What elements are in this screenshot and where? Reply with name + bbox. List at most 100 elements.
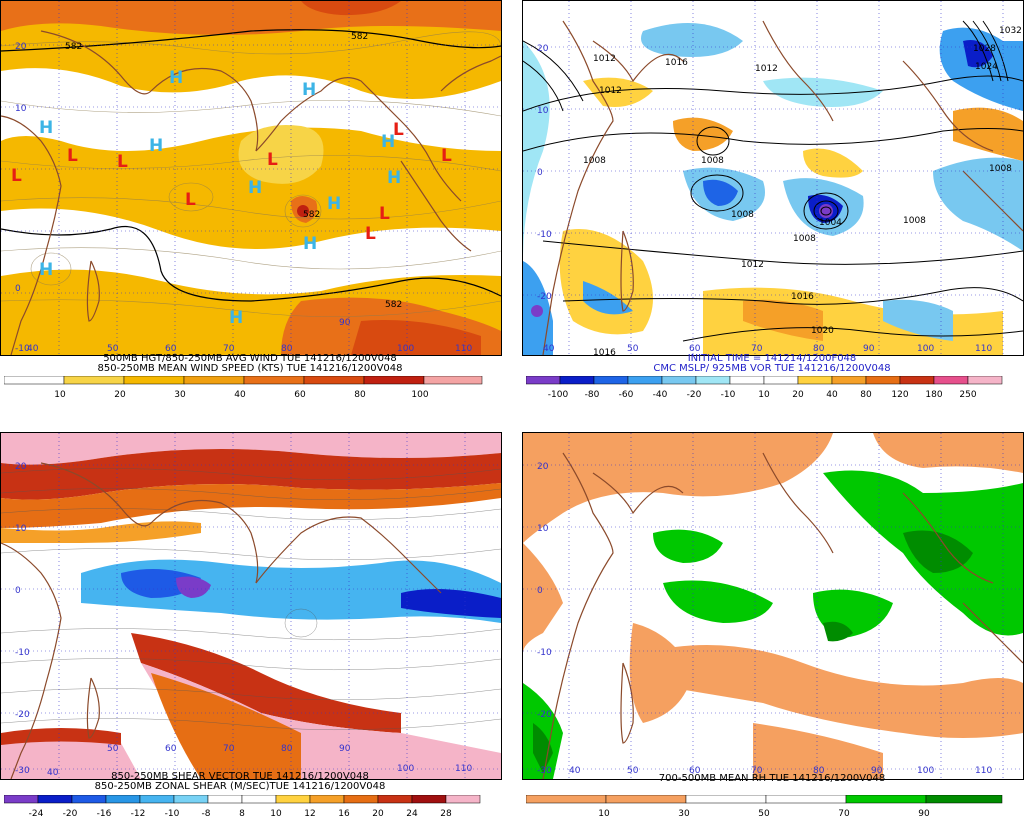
rh-coastlines: [542, 452, 1023, 779]
shear-fills: [1, 433, 501, 779]
low-marker: L: [441, 146, 452, 166]
shear-colorbar-label: -24: [29, 809, 44, 819]
isobar-label: 1008: [989, 164, 1012, 174]
shear-lat-label: -20: [15, 710, 30, 720]
vorticity-lat-label: 20: [537, 44, 549, 54]
wind-colorbar: 10 20 30 40 60 80 100: [4, 376, 483, 400]
wind-lon-label: 50: [107, 344, 119, 354]
rh-lon-label: 70: [751, 766, 763, 776]
vorticity-colorbar-label: -10: [721, 390, 736, 400]
shear-colorbar-label: 10: [270, 809, 282, 819]
vorticity-colorbar-label: -100: [548, 390, 569, 400]
wind-colorbar-label: 80: [354, 390, 366, 400]
rh-lat-label: -20: [537, 710, 552, 720]
wind-colorbar-swatches: [4, 376, 483, 385]
wind-calm-band-2: [1, 208, 501, 295]
vorticity-colorbar-label: -60: [619, 390, 634, 400]
wind-lon-label: 90: [339, 318, 351, 328]
rh-colorbar-swatches: [526, 795, 1003, 804]
vorticity-colorbar-label: -40: [653, 390, 668, 400]
shear-gridlines: [1, 433, 501, 779]
low-marker: L: [365, 224, 376, 244]
rh-gridlines: [523, 433, 1023, 779]
vorticity-lat-label: 10: [537, 106, 549, 116]
wind-lat-label: 20: [15, 42, 27, 52]
low-marker: L: [67, 146, 78, 166]
vorticity-isobars: [523, 20, 1023, 342]
shear-colorbar-label: -8: [202, 809, 211, 819]
isobar-label: 1008: [731, 210, 754, 220]
isobar-label: 1028: [973, 44, 996, 54]
shear-colorbar-label: -10: [165, 809, 180, 819]
vorticity-colorbar-label: -80: [585, 390, 600, 400]
isobar-label: 1016: [791, 292, 814, 302]
shear-colorbar-label: -16: [97, 809, 112, 819]
high-marker: H: [229, 308, 243, 328]
vorticity-lon-label: 60: [689, 344, 701, 354]
wind-base-fill: [1, 1, 501, 355]
vorticity-map: 20 10 0 -10 -20 1012 1016 1012 1012 1008…: [522, 0, 1024, 356]
shear-lon-label: 40: [47, 768, 59, 778]
shear-map: 20 10 0 -10 -20 -30 40 50 60 70 80 90 10…: [0, 432, 502, 780]
shear-colorbar-label: 12: [304, 809, 315, 819]
wind-colorbar-label: 40: [234, 390, 246, 400]
shear-lon-label: 80: [281, 744, 293, 754]
vorticity-isobar-labels: 1012 1016 1012 1012 1008 1008 1008 1008 …: [583, 26, 1022, 355]
vorticity-colorbar-label: 80: [860, 390, 872, 400]
rh-lat-label: 0: [537, 586, 543, 596]
shear-vectors: [1, 468, 501, 730]
low-marker: L: [393, 120, 404, 140]
rh-colorbar-label: 70: [838, 809, 850, 819]
shear-colorbar-label: 28: [440, 809, 452, 819]
isobar-label: 1016: [665, 58, 688, 68]
wind-colorbar-label: 20: [114, 390, 126, 400]
wind-lat-label: 10: [15, 104, 27, 114]
wind-title-1: 500MB HGT/850-250MB AVG WIND TUE 141216/…: [103, 353, 397, 364]
shear-colorbar: -24 -20 -16 -12 -10 -8 8 10 12 16 20 24 …: [4, 795, 481, 819]
rh-map-svg: 20 10 0 -10 -20 -30 40 50 60 70 80 90 10…: [523, 433, 1023, 779]
shear-lon-label: 110: [455, 764, 472, 774]
vorticity-colorbar-swatches: [526, 376, 1003, 385]
isobar-label: 1020: [811, 326, 834, 336]
rh-colorbar-label: 30: [678, 809, 690, 819]
high-marker: H: [39, 260, 53, 280]
vorticity-colorbar-label: 20: [792, 390, 804, 400]
high-marker: H: [387, 168, 401, 188]
rh-colorbar-label: 10: [598, 809, 610, 819]
shear-lon-label: 60: [165, 744, 177, 754]
shear-colorbar-label: -12: [131, 809, 146, 819]
isobar-label: 1004: [819, 218, 842, 228]
rh-colorbar-label: 50: [758, 809, 770, 819]
wind-colorbar-label: 30: [174, 390, 186, 400]
low-marker: L: [379, 204, 390, 224]
high-marker: H: [39, 118, 53, 138]
shear-title-1: 850-250MB SHEAR VECTOR TUE 141216/1200V0…: [111, 771, 369, 782]
vorticity-colorbar-label: 180: [925, 390, 942, 400]
vorticity-lon-label: 80: [813, 344, 825, 354]
low-marker: L: [11, 166, 22, 186]
shear-lon-label: 90: [339, 744, 351, 754]
vorticity-lon-label: 90: [863, 344, 875, 354]
vorticity-lat-label: 0: [537, 168, 543, 178]
wind-vortex-fill: [238, 125, 324, 184]
rh-lon-label: 60: [689, 766, 701, 776]
wind-coastlines: [1, 30, 501, 355]
rh-lat-label: 20: [537, 462, 549, 472]
shear-lat-label: 10: [15, 524, 27, 534]
wind-colorbar-label: 100: [411, 390, 428, 400]
wind-lon-label: 40: [27, 344, 39, 354]
high-marker: H: [303, 234, 317, 254]
isobar-label: 1012: [755, 64, 778, 74]
vorticity-colorbar-label: 250: [959, 390, 976, 400]
vorticity-fills: [523, 23, 1023, 355]
wind-map-svg: 20 10 0 -10 582 582 582 582 H H H H H H …: [1, 1, 501, 355]
high-marker: H: [381, 132, 395, 152]
wind-jet-core: [301, 1, 401, 16]
shear-lat-label: -10: [15, 648, 30, 658]
shear-coastlines: [1, 462, 442, 779]
shear-map-svg: 20 10 0 -10 -20 -30 40 50 60 70 80 90 10…: [1, 433, 501, 779]
rh-title-1: 700-500MB MEAN RH TUE 141216/1200V048: [658, 773, 886, 784]
rh-lon-label: 50: [627, 766, 639, 776]
shear-colorbar-label: 24: [406, 809, 418, 819]
shear-colorbar-label: 16: [338, 809, 350, 819]
